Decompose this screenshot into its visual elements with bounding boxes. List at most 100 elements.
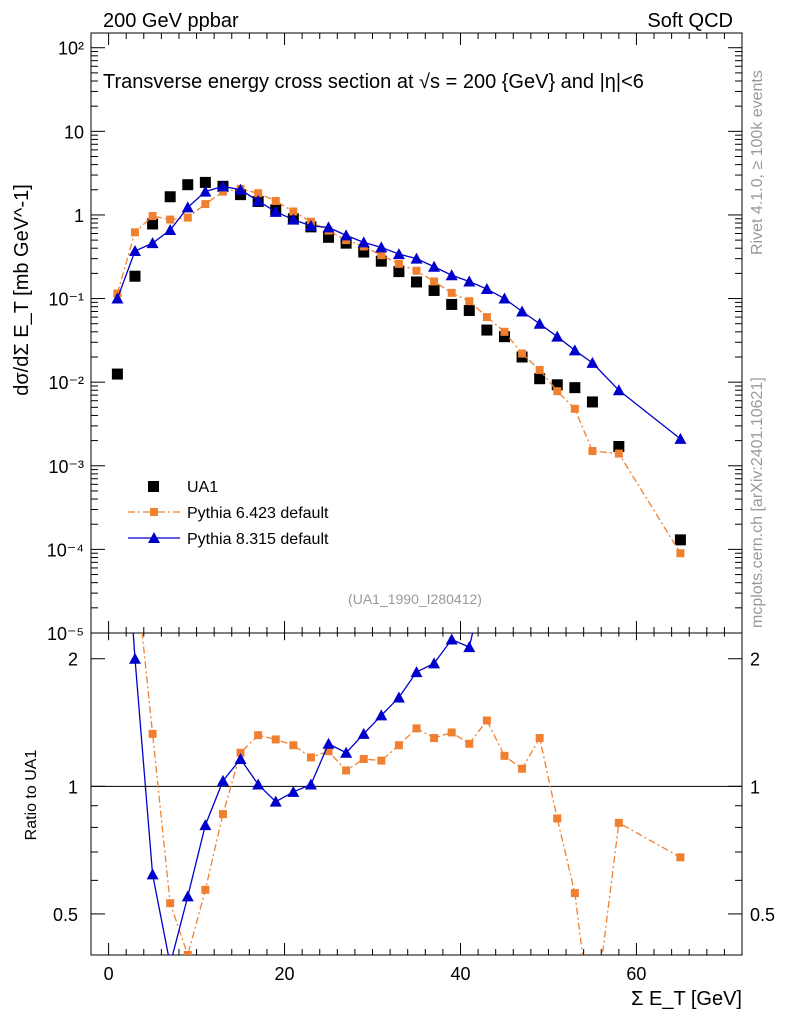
data-point-ua1 bbox=[411, 276, 422, 288]
ratio-point-pythia6 bbox=[218, 810, 227, 819]
ratio-point-pythia6 bbox=[131, 560, 139, 568]
data-point-ua1 bbox=[199, 176, 211, 188]
data-point-ua1 bbox=[111, 368, 123, 380]
ratio-line-pythia6 bbox=[141, 633, 681, 955]
legend-marker-pythia8 bbox=[148, 532, 160, 543]
main-point-pythia6 bbox=[289, 207, 298, 216]
ratio-point-pythia6 bbox=[306, 753, 315, 762]
main-point-pythia8 bbox=[322, 221, 335, 233]
data-point-ua1 bbox=[428, 284, 440, 296]
ratio-tick-label: 0.5 bbox=[53, 905, 78, 925]
ratio-point-pythia8 bbox=[269, 795, 282, 807]
main-point-pythia8 bbox=[410, 252, 423, 264]
main-point-pythia6 bbox=[447, 288, 456, 297]
y-tick-label: 1 bbox=[74, 206, 84, 226]
x-axis-label: Σ E_T [GeV] bbox=[631, 988, 742, 1010]
main-point-pythia8 bbox=[357, 236, 370, 248]
rivet-version-label: Rivet 4.1.0, ≥ 100k events bbox=[749, 70, 766, 255]
ratio-point-pythia8 bbox=[340, 746, 353, 758]
main-point-pythia8 bbox=[586, 356, 599, 368]
main-point-pythia8 bbox=[463, 275, 476, 287]
main-point-pythia6 bbox=[201, 200, 210, 209]
header-left: 200 GeV ppbar bbox=[103, 10, 239, 32]
ratio-point-pythia8 bbox=[287, 785, 300, 797]
legend: UA1 Pythia 6.423 default Pythia 8.315 de… bbox=[128, 479, 329, 548]
header-right: Soft QCD bbox=[647, 10, 733, 32]
ratio-point-pythia8 bbox=[392, 691, 405, 703]
main-point-pythia8 bbox=[128, 245, 141, 257]
data-point-ua1 bbox=[393, 266, 405, 278]
ratio-point-pythia6 bbox=[342, 766, 351, 775]
ratio-point-pythia8 bbox=[463, 641, 476, 653]
ratio-point-pythia6 bbox=[535, 734, 544, 743]
main-point-pythia6 bbox=[518, 349, 527, 358]
main-point-pythia8 bbox=[533, 317, 546, 329]
main-point-pythia8 bbox=[568, 344, 581, 356]
data-point-ua1 bbox=[463, 304, 475, 316]
main-point-pythia6 bbox=[465, 297, 474, 306]
main-point-pythia6 bbox=[377, 251, 386, 260]
main-point-pythia6 bbox=[553, 387, 562, 396]
main-point-pythia8 bbox=[516, 305, 529, 317]
main-point-pythia8 bbox=[164, 224, 177, 236]
main-point-pythia6 bbox=[166, 215, 175, 224]
legend-label-pythia6: Pythia 6.423 default bbox=[187, 505, 329, 522]
ratio-data-group bbox=[128, 270, 686, 955]
main-point-pythia6 bbox=[482, 313, 491, 322]
ratio-point-pythia8 bbox=[410, 666, 423, 678]
ratio-line-pythia8 bbox=[132, 633, 474, 955]
data-point-ua1 bbox=[182, 179, 194, 191]
data-point-ua1 bbox=[375, 255, 387, 267]
main-point-pythia8 bbox=[480, 283, 493, 295]
data-point-ua1 bbox=[481, 324, 493, 336]
data-point-ua1 bbox=[164, 191, 176, 203]
ratio-point-pythia8 bbox=[674, 270, 686, 281]
axes-group: 0 20 40 60 10⁻⁵ 10⁻⁴ 10⁻³ 10⁻² 10⁻¹ 1 10 10² 0.5 0.5 1… bbox=[47, 33, 775, 984]
ratio-point-pythia6 bbox=[324, 747, 333, 756]
main-point-pythia8 bbox=[551, 330, 564, 342]
main-point-pythia6 bbox=[676, 549, 685, 558]
ratio-point-pythia6 bbox=[271, 735, 280, 744]
main-point-pythia8 bbox=[234, 183, 247, 195]
legend-label-pythia8: Pythia 8.315 default bbox=[187, 531, 329, 548]
ratio-point-pythia8 bbox=[216, 774, 229, 786]
ratio-point-pythia6 bbox=[377, 756, 386, 765]
data-point-ua1 bbox=[129, 270, 141, 282]
ratio-point-pythia8 bbox=[498, 584, 510, 595]
main-point-pythia6 bbox=[130, 228, 139, 237]
ratio-point-pythia8 bbox=[481, 566, 493, 577]
ratio-point-pythia6 bbox=[148, 729, 157, 738]
ratio-point-pythia8 bbox=[322, 737, 335, 749]
ratio-tick-label-right: 2 bbox=[750, 650, 760, 670]
main-point-pythia8 bbox=[340, 229, 353, 241]
ratio-point-pythia6 bbox=[394, 741, 403, 750]
ratio-point-pythia8 bbox=[375, 709, 388, 721]
ratio-point-pythia6 bbox=[430, 734, 439, 743]
main-point-pythia6 bbox=[412, 266, 421, 275]
data-point-ua1 bbox=[569, 382, 581, 394]
ratio-point-pythia6 bbox=[447, 728, 456, 737]
ratio-point-pythia8 bbox=[181, 890, 194, 902]
main-point-pythia6 bbox=[148, 212, 157, 221]
legend-marker-pythia6 bbox=[150, 508, 158, 516]
main-point-pythia6 bbox=[218, 187, 227, 196]
ratio-point-pythia8 bbox=[199, 819, 212, 831]
ratio-point-pythia6 bbox=[676, 853, 685, 862]
ratio-point-pythia6 bbox=[412, 724, 421, 733]
ratio-point-pythia6 bbox=[166, 899, 175, 908]
ratio-point-pythia6 bbox=[289, 741, 298, 750]
legend-marker-ua1 bbox=[148, 481, 159, 492]
plot-title: Transverse energy cross section at √s = … bbox=[103, 71, 644, 93]
y-tick-label: 10⁻¹ bbox=[48, 290, 84, 310]
y-tick-label: 10⁻³ bbox=[48, 457, 84, 477]
main-point-pythia8 bbox=[287, 213, 300, 225]
ratio-point-pythia8 bbox=[551, 535, 563, 546]
x-tick-label: 0 bbox=[104, 964, 114, 984]
ratio-point-pythia8 bbox=[234, 753, 247, 765]
data-point-ua1 bbox=[498, 331, 510, 343]
data-point-ua1 bbox=[323, 231, 335, 243]
ratio-point-pythia6 bbox=[359, 755, 368, 764]
ratio-point-pythia6 bbox=[553, 814, 562, 823]
ratio-point-pythia8 bbox=[586, 584, 598, 595]
ratio-point-pythia8 bbox=[128, 652, 141, 664]
